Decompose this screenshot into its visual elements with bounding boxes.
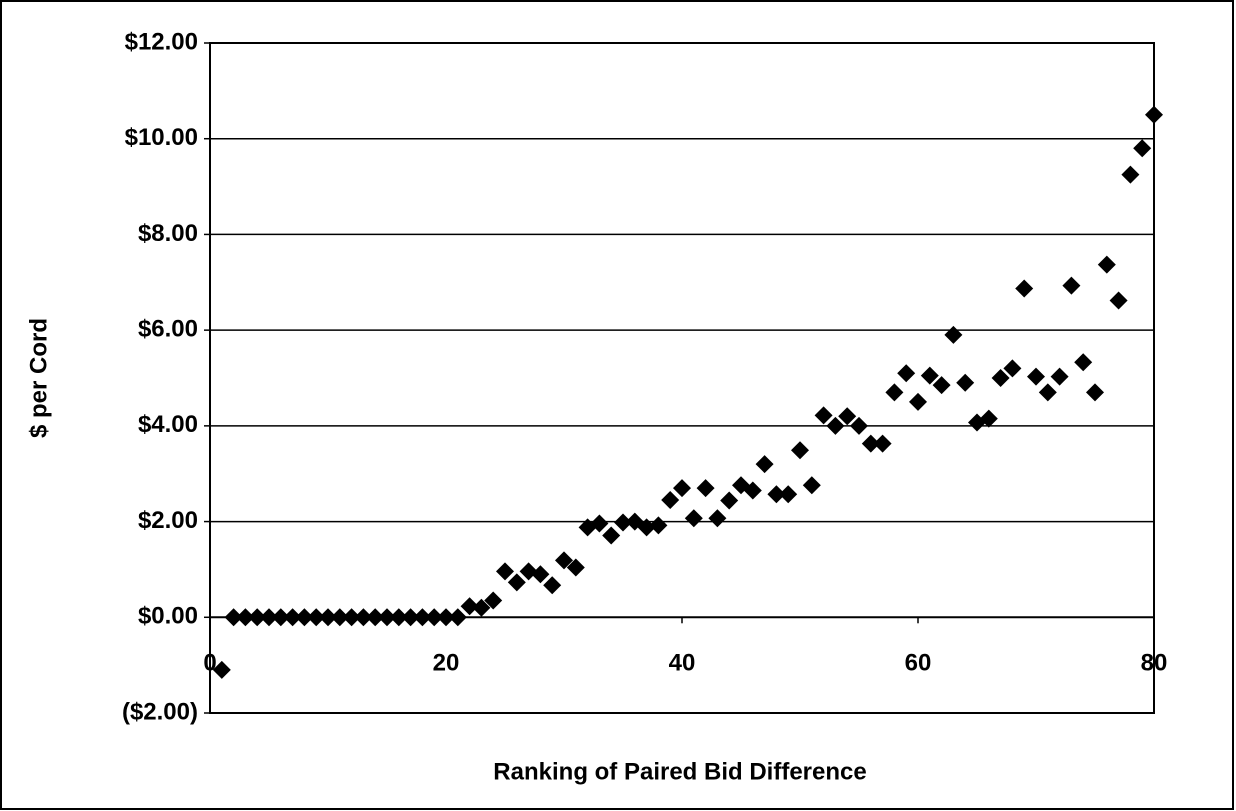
point xyxy=(637,518,656,537)
point xyxy=(566,558,585,577)
point xyxy=(437,608,455,627)
point xyxy=(212,660,231,679)
point xyxy=(1003,359,1022,378)
y-tick-label: ($2.00) xyxy=(122,698,198,725)
point xyxy=(944,325,963,344)
x-tick-label: 20 xyxy=(433,650,460,677)
y-tick-label: $0.00 xyxy=(138,603,198,630)
point xyxy=(897,364,916,383)
point xyxy=(779,485,798,504)
x-axis-label: Ranking of Paired Bid Difference xyxy=(493,758,866,785)
y-tick-label: $10.00 xyxy=(125,124,198,151)
point xyxy=(1109,291,1128,310)
y-tick-label: $2.00 xyxy=(138,507,198,534)
x-tick-label: 60 xyxy=(905,650,932,677)
point xyxy=(696,479,715,498)
point xyxy=(861,434,880,453)
point xyxy=(401,608,420,627)
point xyxy=(767,485,786,504)
y-tick-label: $4.00 xyxy=(138,411,198,438)
point xyxy=(720,491,739,510)
point xyxy=(448,608,467,627)
point xyxy=(614,513,632,532)
point xyxy=(873,434,892,453)
point xyxy=(1074,353,1093,372)
point xyxy=(920,366,939,385)
point xyxy=(484,591,503,610)
point xyxy=(1062,276,1081,295)
x-tick-label: 80 xyxy=(1141,650,1168,677)
point xyxy=(1015,279,1034,298)
point xyxy=(389,608,408,627)
point xyxy=(319,608,337,627)
point xyxy=(1038,383,1057,402)
point xyxy=(850,416,868,435)
point xyxy=(330,608,349,627)
point xyxy=(507,573,526,592)
point xyxy=(1133,139,1152,158)
point xyxy=(425,608,444,627)
point xyxy=(1121,165,1140,184)
x-tick-label: 40 xyxy=(669,650,696,677)
point xyxy=(708,509,727,528)
point xyxy=(271,608,290,627)
point xyxy=(224,608,243,627)
point xyxy=(909,392,927,411)
point xyxy=(236,608,255,627)
point xyxy=(1097,255,1116,274)
point xyxy=(1050,367,1069,386)
point xyxy=(366,608,385,627)
point xyxy=(543,576,562,595)
point xyxy=(295,608,314,627)
point xyxy=(802,476,821,495)
y-axis-label: $ per Cord xyxy=(25,318,52,438)
point xyxy=(460,597,479,616)
point xyxy=(1145,105,1163,124)
point xyxy=(413,608,432,627)
y-tick-label: $6.00 xyxy=(138,315,198,342)
point xyxy=(354,608,373,627)
point xyxy=(649,516,668,535)
y-tick-label: $8.00 xyxy=(138,220,198,247)
point xyxy=(602,526,621,545)
point xyxy=(472,598,491,617)
point xyxy=(248,608,267,627)
point xyxy=(1027,367,1045,386)
point xyxy=(956,373,975,392)
point xyxy=(555,551,573,570)
point xyxy=(260,608,278,627)
point xyxy=(979,409,998,428)
point xyxy=(932,376,951,395)
point xyxy=(378,608,396,627)
point xyxy=(590,514,609,533)
point xyxy=(791,441,809,460)
point xyxy=(661,491,680,510)
point xyxy=(1086,383,1104,402)
point xyxy=(743,481,762,500)
point xyxy=(814,406,833,425)
y-tick-label: $12.00 xyxy=(125,28,198,55)
point xyxy=(838,407,857,426)
point xyxy=(991,369,1010,387)
point xyxy=(755,455,774,474)
point xyxy=(673,479,691,498)
x-tick-label: 0 xyxy=(203,650,216,677)
point xyxy=(496,562,514,581)
point xyxy=(826,416,845,435)
point xyxy=(307,608,326,627)
point xyxy=(342,608,361,627)
point xyxy=(684,509,703,528)
point xyxy=(531,565,550,584)
point xyxy=(885,383,904,402)
point xyxy=(283,608,302,627)
